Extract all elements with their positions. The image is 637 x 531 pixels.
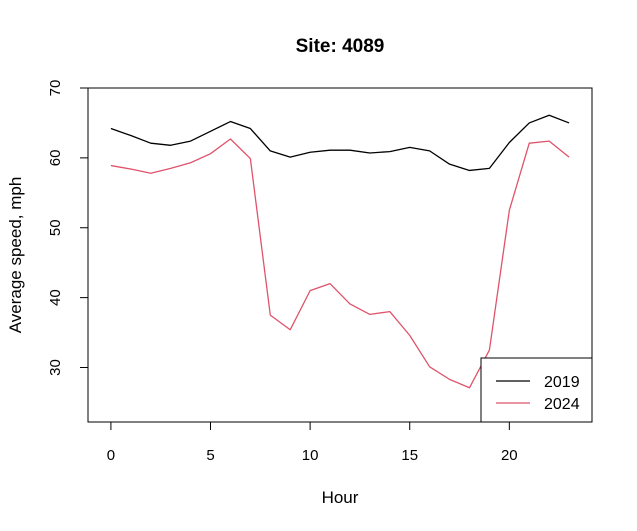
x-tick-label: 10 — [302, 447, 319, 464]
series-line-2019 — [110, 114, 570, 172]
x-tick-label: 0 — [107, 447, 115, 464]
y-axis-title: Average speed, mph — [6, 177, 25, 334]
legend-box — [480, 357, 593, 423]
x-tick-label: 5 — [206, 447, 214, 464]
legend: 2019 2024 — [480, 357, 593, 423]
legend-label-2019: 2019 — [544, 374, 580, 391]
y-tick-label: 60 — [47, 150, 64, 167]
x-tick-label: 15 — [401, 447, 418, 464]
x-axis: 0 5 10 15 20 — [107, 421, 518, 464]
legend-label-2024: 2024 — [544, 396, 580, 413]
series-line-2024 — [110, 138, 570, 389]
y-tick-label: 40 — [47, 289, 64, 306]
x-tick-label: 20 — [501, 447, 518, 464]
y-tick-label: 30 — [47, 359, 64, 376]
chart-title: Site: 4089 — [296, 36, 385, 57]
y-tick-label: 50 — [47, 219, 64, 236]
y-tick-label: 70 — [47, 80, 64, 97]
x-axis-title: Hour — [322, 488, 359, 507]
y-axis: 30 40 50 60 70 — [47, 80, 89, 376]
series-layer — [110, 114, 570, 389]
